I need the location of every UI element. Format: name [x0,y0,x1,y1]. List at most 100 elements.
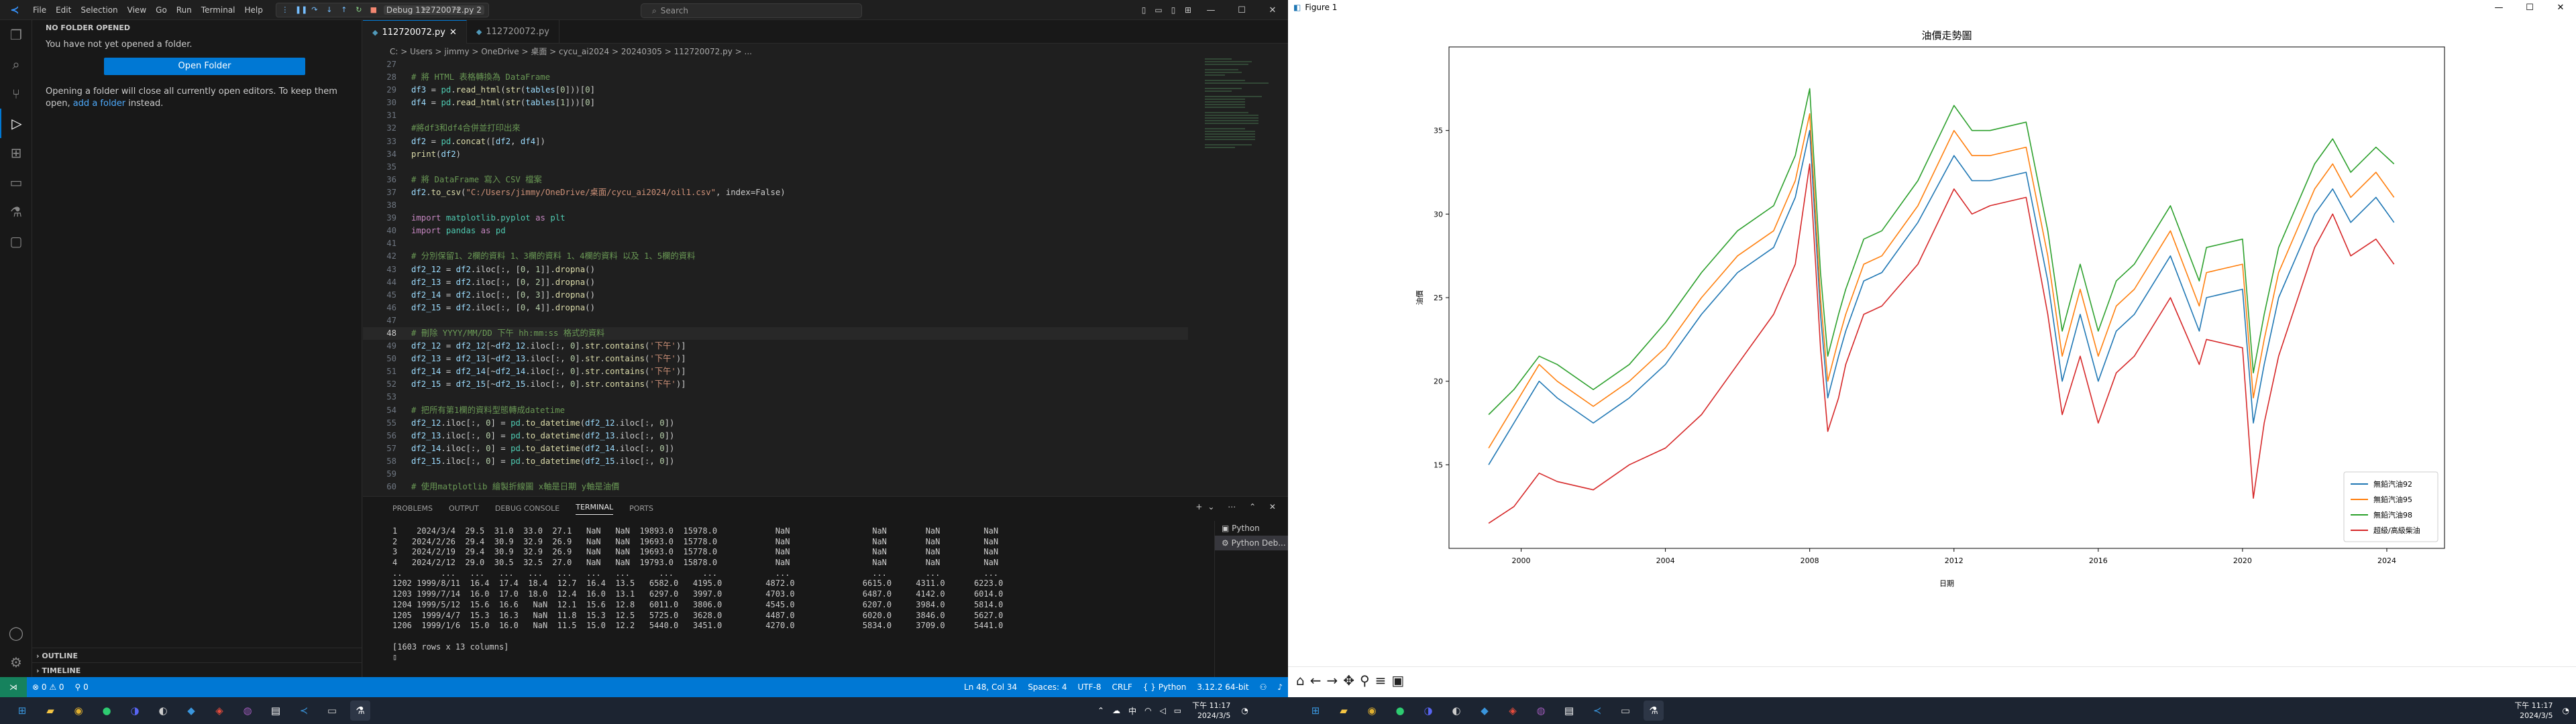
vscode-icon[interactable]: ≺ [299,705,309,717]
clock-secondary[interactable]: 下午 11:17 2024/3/5 [2514,701,2553,721]
app-icon[interactable]: ◈ [1509,705,1517,717]
python-figure-icon[interactable]: ⚗ [350,701,370,721]
minimize-button[interactable]: — [1206,5,1216,15]
clock[interactable]: 下午 11:17 2024/3/5 [1192,701,1230,721]
menu-view[interactable]: View [127,5,147,15]
ime-icon[interactable]: 中 [1128,706,1137,716]
file-explorer-icon[interactable]: ▰ [46,705,54,717]
code-line[interactable]: 52 df2_15 = df2_15[~df2_15.iloc[:, 0].str… [363,378,1188,391]
step-over-icon[interactable]: ↷ [311,5,318,14]
code-line[interactable]: 41 [363,237,1188,250]
home-icon[interactable]: ⌂ [1296,672,1305,688]
indentation[interactable]: Spaces: 4 [1028,682,1067,692]
code-line[interactable]: 51 df2_14 = df2_14[~df2_14.iloc[:, 0].str… [363,365,1188,378]
terminal-output[interactable]: 1 2024/3/4 29.5 31.0 33.0 27.1 NaN NaN 1… [392,526,1171,663]
extensions-icon[interactable]: ⊞ [10,145,22,161]
code-line[interactable]: 32 #將df3和df4合併並打印出來 [363,122,1188,135]
forward-icon[interactable]: → [1326,672,1338,688]
discord-icon[interactable]: ◑ [1424,705,1433,717]
panel-tab-output[interactable]: OUTPUT [449,504,479,513]
add-folder-link[interactable]: add a folder [72,99,126,109]
menu-run[interactable]: Run [176,5,192,15]
nav-arrows[interactable]: ← → [423,4,470,15]
code-line[interactable]: 33 df2 = pd.concat([df2, df4]) [363,135,1188,148]
code-line[interactable]: 39 import matplotlib.pyplot as plt [363,212,1188,225]
chevron-up-icon[interactable]: ⌃ [1097,706,1105,715]
panel-tab-problems[interactable]: PROBLEMS [392,504,433,513]
wifi-icon[interactable]: ◠ [1144,706,1152,715]
outline-section[interactable]: › OUTLINE [32,648,362,662]
stop-icon[interactable]: ■ [370,5,378,14]
app-icon[interactable]: ▤ [270,705,281,717]
breadcrumb[interactable]: C: > Users > jimmy > OneDrive > 桌面 > cyc… [390,47,752,56]
menu-edit[interactable]: Edit [56,5,72,15]
copilot-icon[interactable]: ⚇ [1259,682,1267,692]
code-line[interactable]: 28 # 將 HTML 表格轉換為 DataFrame [363,71,1188,84]
battery-icon[interactable]: ▭ [1173,706,1182,715]
code-line[interactable]: 57 df2_14.iloc[:, 0] = pd.to_datetime(df2… [363,442,1188,455]
code-line[interactable]: 45 df2_14 = df2.iloc[:, [0, 3]].dropna() [363,289,1188,302]
open-folder-button[interactable]: Open Folder [104,58,305,75]
code-line[interactable]: 43 df2_12 = df2.iloc[:, [0, 1]].dropna() [363,263,1188,276]
notification-icon[interactable]: ◔ [2562,706,2569,715]
eol[interactable]: CRLF [1112,682,1132,692]
code-line[interactable]: 40 import pandas as pd [363,225,1188,237]
step-into-icon[interactable]: ↓ [326,5,333,14]
debug-config-select[interactable]: Debug 112720072.py 2 [383,5,484,15]
app-icon[interactable]: ◐ [1452,705,1461,717]
account-icon[interactable]: ◯ [8,625,24,641]
customize-layout-icon[interactable]: ⊞ [1184,5,1192,15]
chrome-icon[interactable]: ◉ [74,705,83,717]
menu-terminal[interactable]: Terminal [201,5,235,15]
discord-icon[interactable]: ◑ [130,705,140,717]
terminal-icon[interactable]: ▭ [1620,705,1631,717]
start-icon[interactable]: ⊞ [17,705,27,717]
testing-icon[interactable]: ⚗ [10,204,22,220]
tab-112720072[interactable]: ◆ 112720072.py [467,20,559,44]
terminal-cursor[interactable]: ▯ [392,652,398,662]
code-line[interactable]: 36 # 將 DataFrame 寫入 CSV 檔案 [363,174,1188,186]
save-icon[interactable]: ▣ [1391,672,1405,688]
maximize-button[interactable]: ☐ [1238,5,1246,15]
code-line[interactable]: 58 df2_15.iloc[:, 0] = pd.to_datetime(df2… [363,455,1188,468]
figure-minimize-button[interactable]: — [2494,2,2504,13]
start-icon[interactable]: ⊞ [1311,705,1320,717]
figure-close-button[interactable]: ✕ [2557,2,2565,13]
search-icon[interactable]: ⌕ [12,56,20,72]
app-icon[interactable]: ◈ [215,705,223,717]
code-line[interactable]: 60 # 使用matplotlib 繪製折線圖 x軸是日期 y軸是油價 [363,481,1188,493]
code-line[interactable]: 30 df4 = pd.read_html(str(tables[1]))[0] [363,97,1188,109]
code-line[interactable]: 53 [363,391,1188,404]
python-interpreter[interactable]: 3.12.2 64-bit [1197,682,1249,692]
code-line[interactable]: 46 df2_15 = df2.iloc[:, [0, 4]].dropna() [363,302,1188,314]
encoding[interactable]: UTF-8 [1077,682,1102,692]
menu-go[interactable]: Go [156,5,167,15]
minimap[interactable] [1205,58,1279,179]
code-line[interactable]: 29 df3 = pd.read_html(str(tables[0]))[0] [363,84,1188,97]
code-line[interactable]: 59 [363,468,1188,481]
code-line[interactable]: 55 df2_12.iloc[:, 0] = pd.to_datetime(df2… [363,417,1188,430]
layout-sidebar-icon[interactable]: ▯ [1141,5,1146,15]
restart-icon[interactable]: ↻ [356,5,362,14]
back-icon[interactable]: ← [1309,672,1322,688]
step-out-icon[interactable]: ↑ [341,5,347,14]
app-icon[interactable]: ◍ [243,705,252,717]
code-line[interactable]: 37 df2.to_csv("C:/Users/jimmy/OneDrive/桌面… [363,186,1188,199]
figure-maximize-button[interactable]: ☐ [2526,2,2534,13]
layout-secondary-icon[interactable]: ▯ [1171,5,1176,15]
code-line[interactable]: 27 [363,58,1188,71]
code-line[interactable]: 56 df2_13.iloc[:, 0] = pd.to_datetime(df2… [363,430,1188,442]
code-line[interactable]: 42 # 分別保留1、2欄的資料 1、3欄的資料 1、4欄的資料 以及 1、5欄的… [363,250,1188,263]
remote-indicator-icon[interactable]: ⋊ [0,677,27,697]
timeline-section[interactable]: › TIMELINE [32,662,362,677]
panel-tab-debug-console[interactable]: DEBUG CONSOLE [494,504,560,513]
panel-tab-terminal[interactable]: TERMINAL [576,503,614,515]
menu-help[interactable]: Help [244,5,263,15]
source-control-icon[interactable]: ⑂ [12,86,20,102]
problems-indicator[interactable]: ⊗ 0 ⚠ 0 [32,682,64,692]
drag-handle-icon[interactable]: ⋮ [281,5,289,14]
close-button[interactable]: ✕ [1269,5,1277,15]
code-line[interactable]: 49 df2_12 = df2_12[~df2_12.iloc[:, 0].str… [363,340,1188,353]
panel-actions[interactable]: +⌄ ⋯ ⌃ ✕ [1195,502,1281,511]
code-line[interactable]: 61plt.figure(figsize=(12, 6)) [363,493,1188,494]
